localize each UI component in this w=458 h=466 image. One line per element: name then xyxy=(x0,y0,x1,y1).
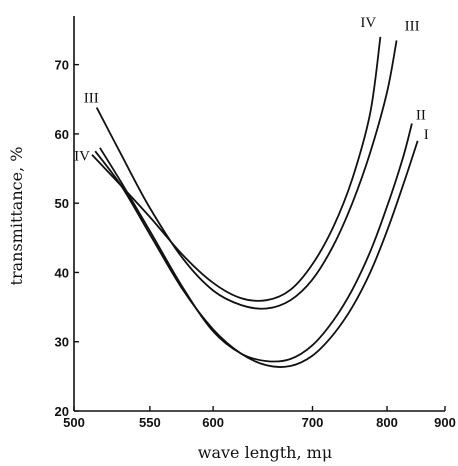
y-tick-label: 40 xyxy=(55,265,69,280)
series-label-ii: II xyxy=(416,108,426,124)
x-tick-label: 550 xyxy=(139,415,161,430)
x-ticks: 500 550 600 700 800 900 xyxy=(63,406,456,430)
x-tick-label: 500 xyxy=(63,415,85,430)
series-i-curve xyxy=(94,140,419,368)
series-label-iv: IV xyxy=(74,149,90,165)
y-tick-label: 30 xyxy=(55,335,69,350)
y-ticks: 20 30 40 50 60 70 xyxy=(55,58,79,419)
y-tick-label: 20 xyxy=(55,404,69,419)
series-iv-curve xyxy=(91,36,382,302)
series-label-iii: III xyxy=(405,18,420,34)
y-tick-label: 60 xyxy=(55,127,69,142)
curves xyxy=(91,36,419,368)
series-label-iv: IV xyxy=(360,15,376,31)
series-label-iii: III xyxy=(84,91,99,107)
x-tick-label: 600 xyxy=(202,415,224,430)
series-ii-curve xyxy=(99,123,413,363)
series-iii-curve xyxy=(95,40,398,310)
y-tick-label: 50 xyxy=(55,196,69,211)
x-tick-label: 900 xyxy=(434,415,456,430)
x-axis-title: wave length, mμ xyxy=(198,443,332,462)
y-tick-label: 70 xyxy=(55,58,69,73)
y-axis-title: transmittance, % xyxy=(7,147,26,286)
axes xyxy=(73,16,445,412)
series-label-i: I xyxy=(424,127,429,143)
x-tick-label: 800 xyxy=(376,415,398,430)
x-tick-label: 700 xyxy=(302,415,324,430)
